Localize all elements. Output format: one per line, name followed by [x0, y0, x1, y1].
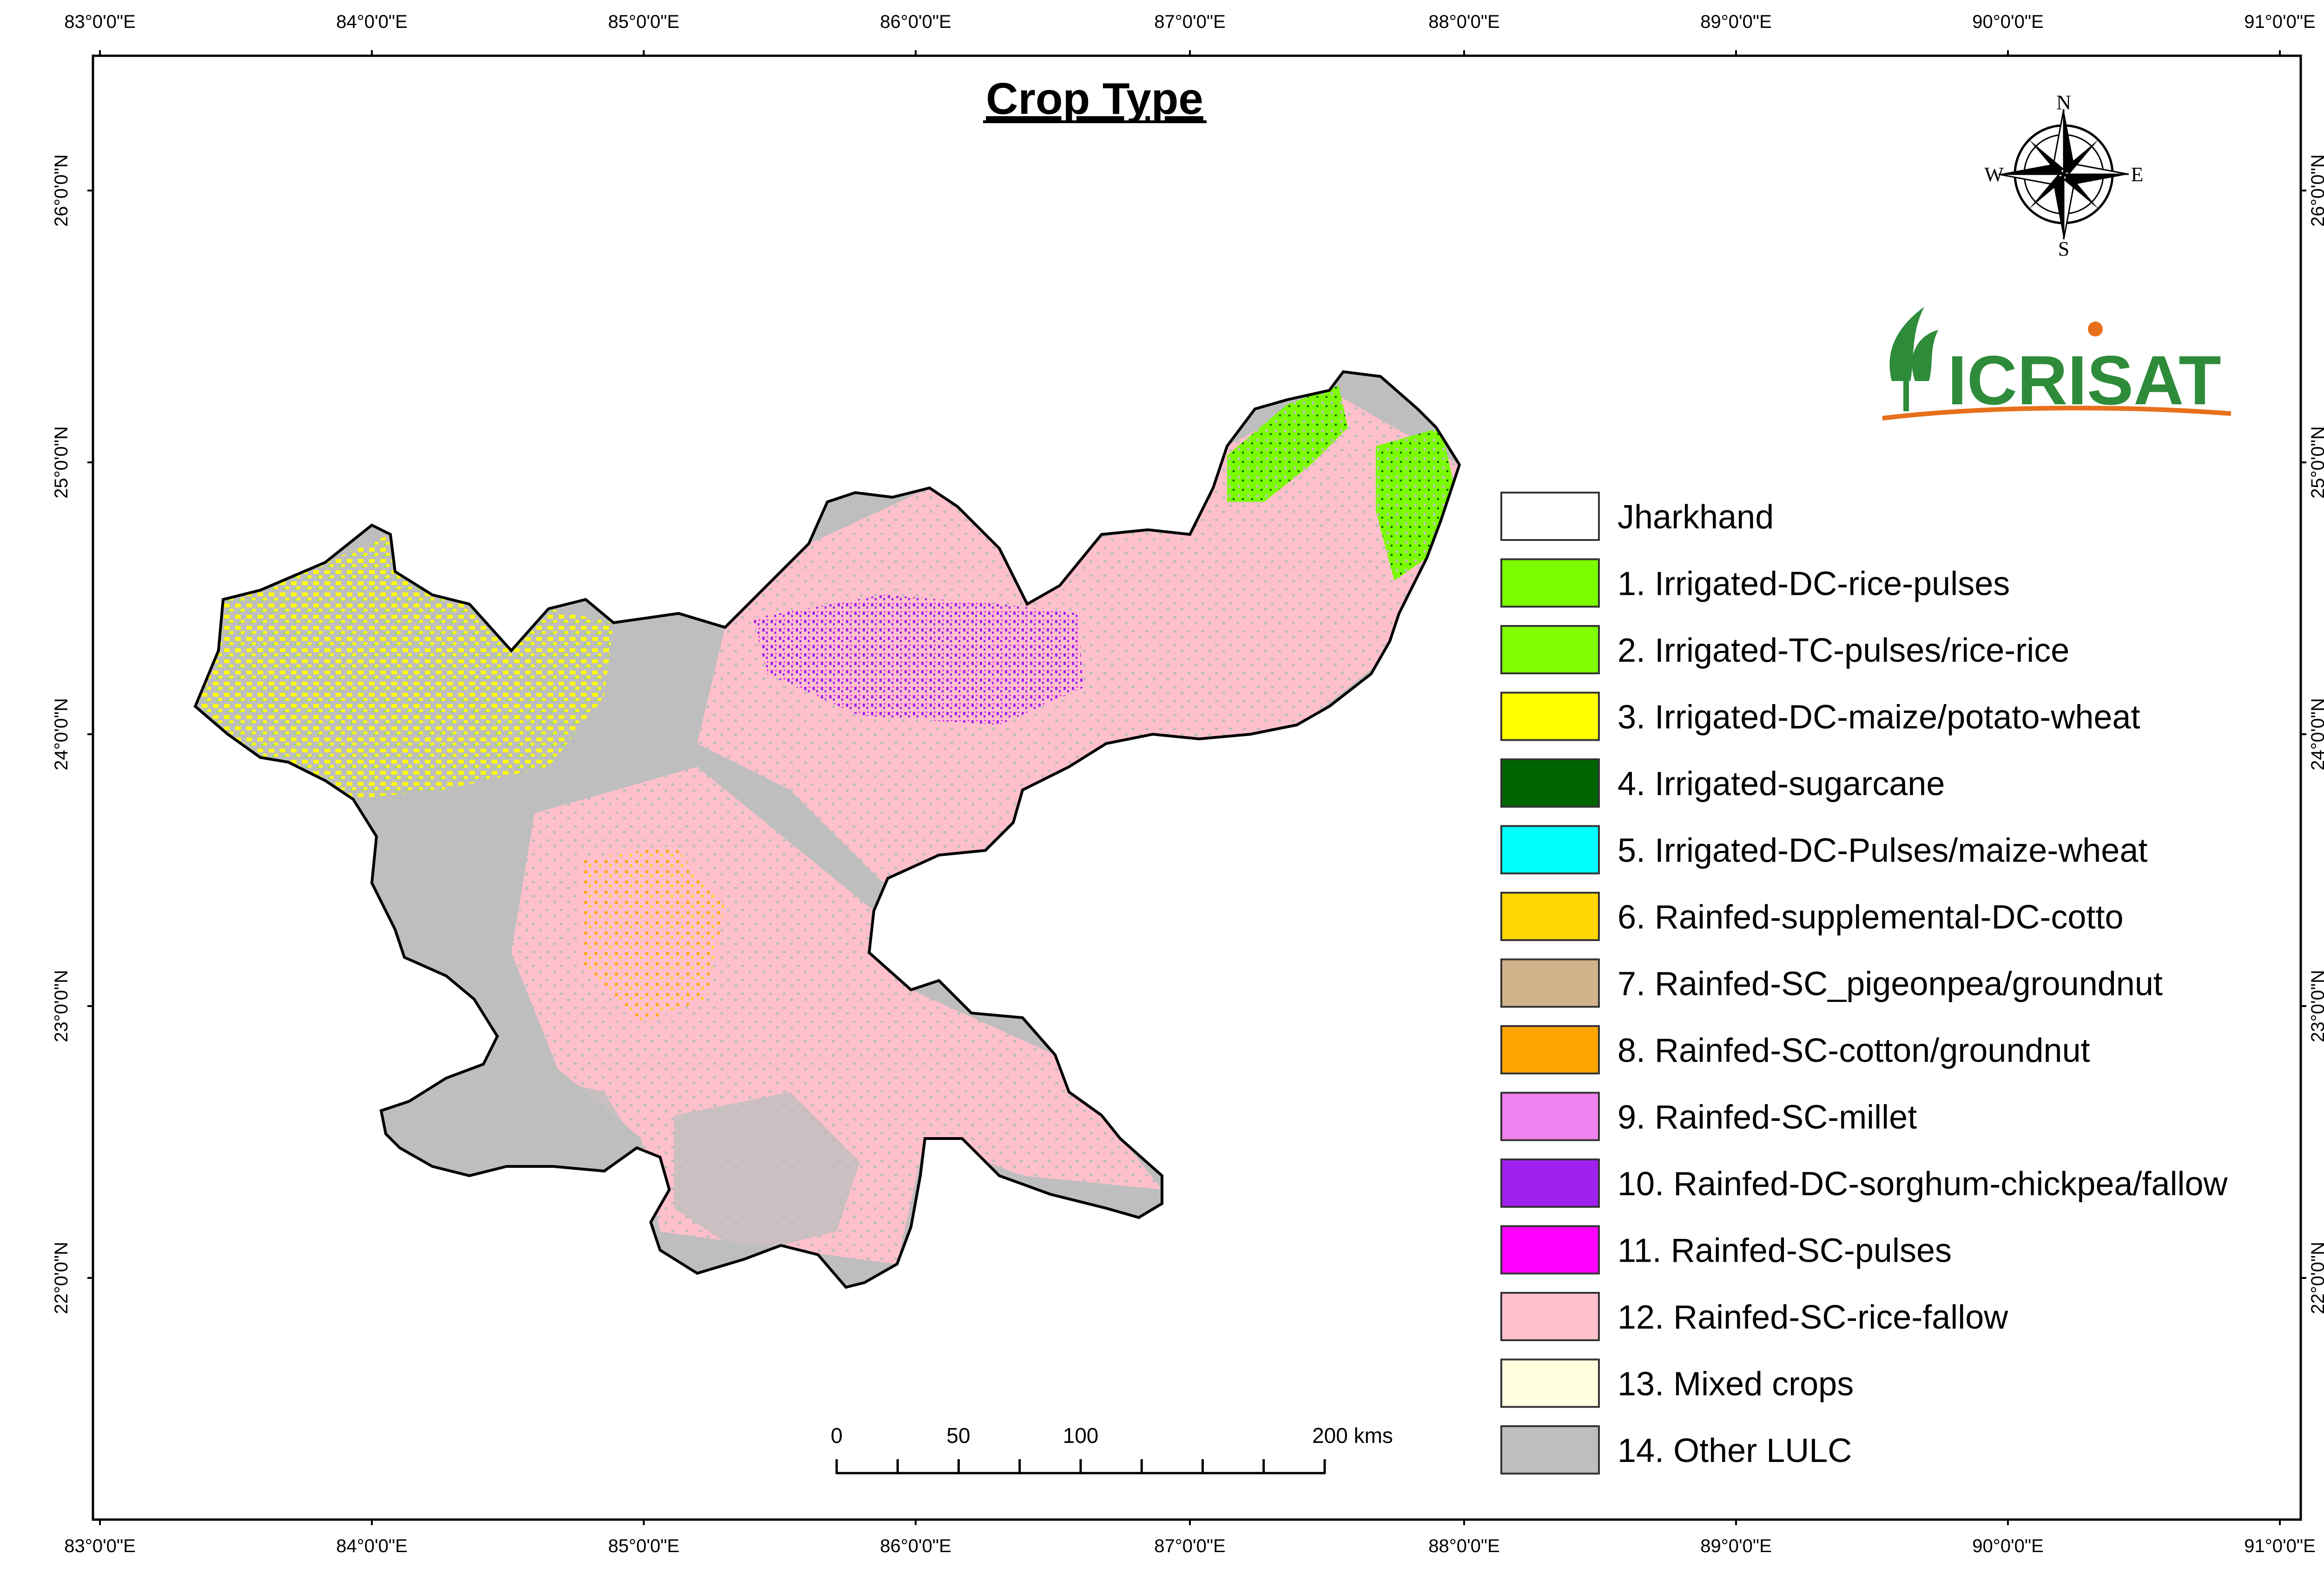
legend-label: 9. Rainfed-SC-millet: [1618, 1099, 1917, 1136]
lon-label: 90°0'0"E: [1972, 12, 2044, 32]
legend-label: 1. Irrigated-DC-rice-pulses: [1618, 566, 2010, 603]
legend-label: 12. Rainfed-SC-rice-fallow: [1618, 1299, 2008, 1336]
legend-swatch: [1500, 892, 1600, 941]
lon-label: 91°0'0"E: [2244, 12, 2316, 32]
lat-label: 25°0'0"N: [2308, 426, 2324, 499]
rice-pulses-zone-e: [1376, 428, 1455, 581]
lon-label: 88°0'0"E: [1428, 12, 1500, 32]
legend-swatch: [1500, 625, 1600, 674]
legend-label: Jharkhand: [1618, 499, 1774, 536]
compass-e: E: [2131, 163, 2144, 186]
legend-swatch: [1500, 1225, 1600, 1275]
legend-label: 5. Irrigated-DC-Pulses/maize-wheat: [1618, 832, 2147, 869]
icrisat-logo: ICRISAT: [1882, 307, 2232, 421]
map-title: Crop Type: [986, 74, 1203, 124]
rice-pulses-zone-ne: [1227, 386, 1348, 502]
lon-label: 90°0'0"E: [1972, 1536, 2044, 1556]
graticule-labels: 83°0'0"E 83°0'0"E 84°0'0"E 84°0'0"E 85°0'0"E…: [51, 12, 2324, 1556]
legend-swatch: [1500, 1025, 1600, 1074]
legend-label: 4. Irrigated-sugarcane: [1618, 765, 1945, 803]
legend-swatch: [1500, 558, 1600, 608]
lat-label: 26°0'0"N: [2308, 154, 2324, 227]
legend-label: 13. Mixed crops: [1618, 1366, 1854, 1403]
lon-label: 83°0'0"E: [64, 12, 136, 32]
legend-label: 10. Rainfed-DC-sorghum-chickpea/fallow: [1618, 1165, 2228, 1203]
lon-label: 85°0'0"E: [608, 12, 680, 32]
legend-label: 2. Irrigated-TC-pulses/rice-rice: [1618, 632, 2069, 669]
legend-label: 8. Rainfed-SC-cotton/groundnut: [1618, 1032, 2090, 1069]
lat-label: 22°0'0"N: [51, 1242, 72, 1314]
lon-label: 83°0'0"E: [64, 1536, 136, 1556]
legend-label: 3. Irrigated-DC-maize/potato-wheat: [1618, 699, 2140, 736]
scale-label-100: 100: [1063, 1423, 1099, 1448]
lon-label: 89°0'0"E: [1700, 12, 1772, 32]
legend-swatch: [1500, 958, 1600, 1008]
lat-label: 26°0'0"N: [51, 154, 72, 227]
scale-bar: 0 50 100 200 kms: [831, 1423, 1393, 1475]
cotton-zone: [581, 846, 725, 1022]
legend-label: 11. Rainfed-SC-pulses: [1618, 1232, 1952, 1270]
lat-label: 23°0'0"N: [51, 970, 72, 1042]
legend-label: 6. Rainfed-supplemental-DC-cotto: [1618, 899, 2124, 936]
sorghum-zone: [753, 595, 1083, 725]
legend-swatch: [1500, 825, 1600, 875]
legend-swatch: [1500, 1292, 1600, 1341]
icrisat-plant-icon: [1889, 307, 1938, 411]
legend-label: 14. Other LULC: [1618, 1432, 1852, 1469]
maize-zone: [195, 534, 614, 799]
legend-swatch: [1500, 758, 1600, 808]
legend-swatch: [1500, 492, 1600, 541]
legend-swatch: [1500, 1358, 1600, 1408]
lon-label: 87°0'0"E: [1154, 12, 1226, 32]
legend-swatch: [1500, 1092, 1600, 1141]
legend: Jharkhand 1. Irrigated-DC-rice-pulses 2. I…: [1500, 492, 2228, 1475]
scale-label-50: 50: [946, 1423, 970, 1448]
legend-swatch: [1500, 1159, 1600, 1208]
compass-w: W: [1984, 163, 2004, 186]
legend-swatch: [1500, 1425, 1600, 1475]
compass-s: S: [2058, 237, 2069, 260]
lon-label: 91°0'0"E: [2244, 1536, 2316, 1556]
lat-label: 24°0'0"N: [51, 698, 72, 770]
lon-label: 86°0'0"E: [880, 12, 951, 32]
lat-label: 23°0'0"N: [2308, 970, 2324, 1042]
lon-label: 86°0'0"E: [880, 1536, 951, 1556]
legend-label: 7. Rainfed-SC_pigeonpea/groundnut: [1618, 966, 2163, 1003]
lon-label: 85°0'0"E: [608, 1536, 680, 1556]
lat-label: 24°0'0"N: [2308, 698, 2324, 770]
compass-n: N: [2056, 91, 2071, 114]
lon-label: 87°0'0"E: [1154, 1536, 1226, 1556]
lon-label: 84°0'0"E: [336, 1536, 408, 1556]
legend-swatch: [1500, 691, 1600, 741]
scale-label-0: 0: [831, 1423, 843, 1448]
lat-label: 22°0'0"N: [2308, 1242, 2324, 1314]
scale-label-200: 200 kms: [1312, 1423, 1393, 1448]
lon-label: 89°0'0"E: [1700, 1536, 1772, 1556]
lon-label: 88°0'0"E: [1428, 1536, 1500, 1556]
lon-label: 84°0'0"E: [336, 12, 408, 32]
north-arrow-icon: N S E W: [1984, 91, 2143, 260]
lat-label: 25°0'0"N: [51, 426, 72, 499]
jharkhand-boundary: [193, 370, 1461, 1289]
